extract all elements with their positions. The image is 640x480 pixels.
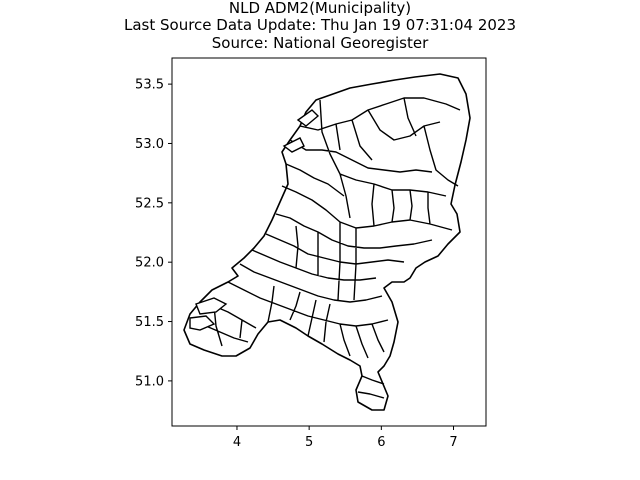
map-subtitle-source: Source: National Georegister [211,34,429,52]
zeeland-islands [189,297,228,331]
netherlands-outline [183,73,471,411]
x-tick-label: 6 [377,435,385,450]
x-tick-label: 5 [305,435,313,450]
y-tick-label: 53.5 [135,78,164,93]
map-title: NLD ADM2(Municipality) [228,0,412,17]
y-axis-ticks: 51.0 51.5 52.0 52.5 53.0 53.5 [135,78,172,389]
y-tick-label: 52.0 [135,256,164,271]
y-tick-label: 51.5 [135,315,164,330]
x-axis-ticks: 4 5 6 7 [233,426,458,450]
x-tick-label: 4 [233,435,241,450]
y-tick-label: 51.0 [135,374,164,389]
x-tick-label: 7 [449,435,457,450]
inner-boundaries [189,97,461,399]
wadden-islands [282,109,320,153]
y-tick-label: 53.0 [135,137,164,152]
axes-frame [171,57,487,427]
y-tick-label: 52.5 [135,196,164,211]
map-subtitle-update: Last Source Data Update: Thu Jan 19 07:3… [123,16,517,34]
municipality-boundaries [183,73,471,411]
